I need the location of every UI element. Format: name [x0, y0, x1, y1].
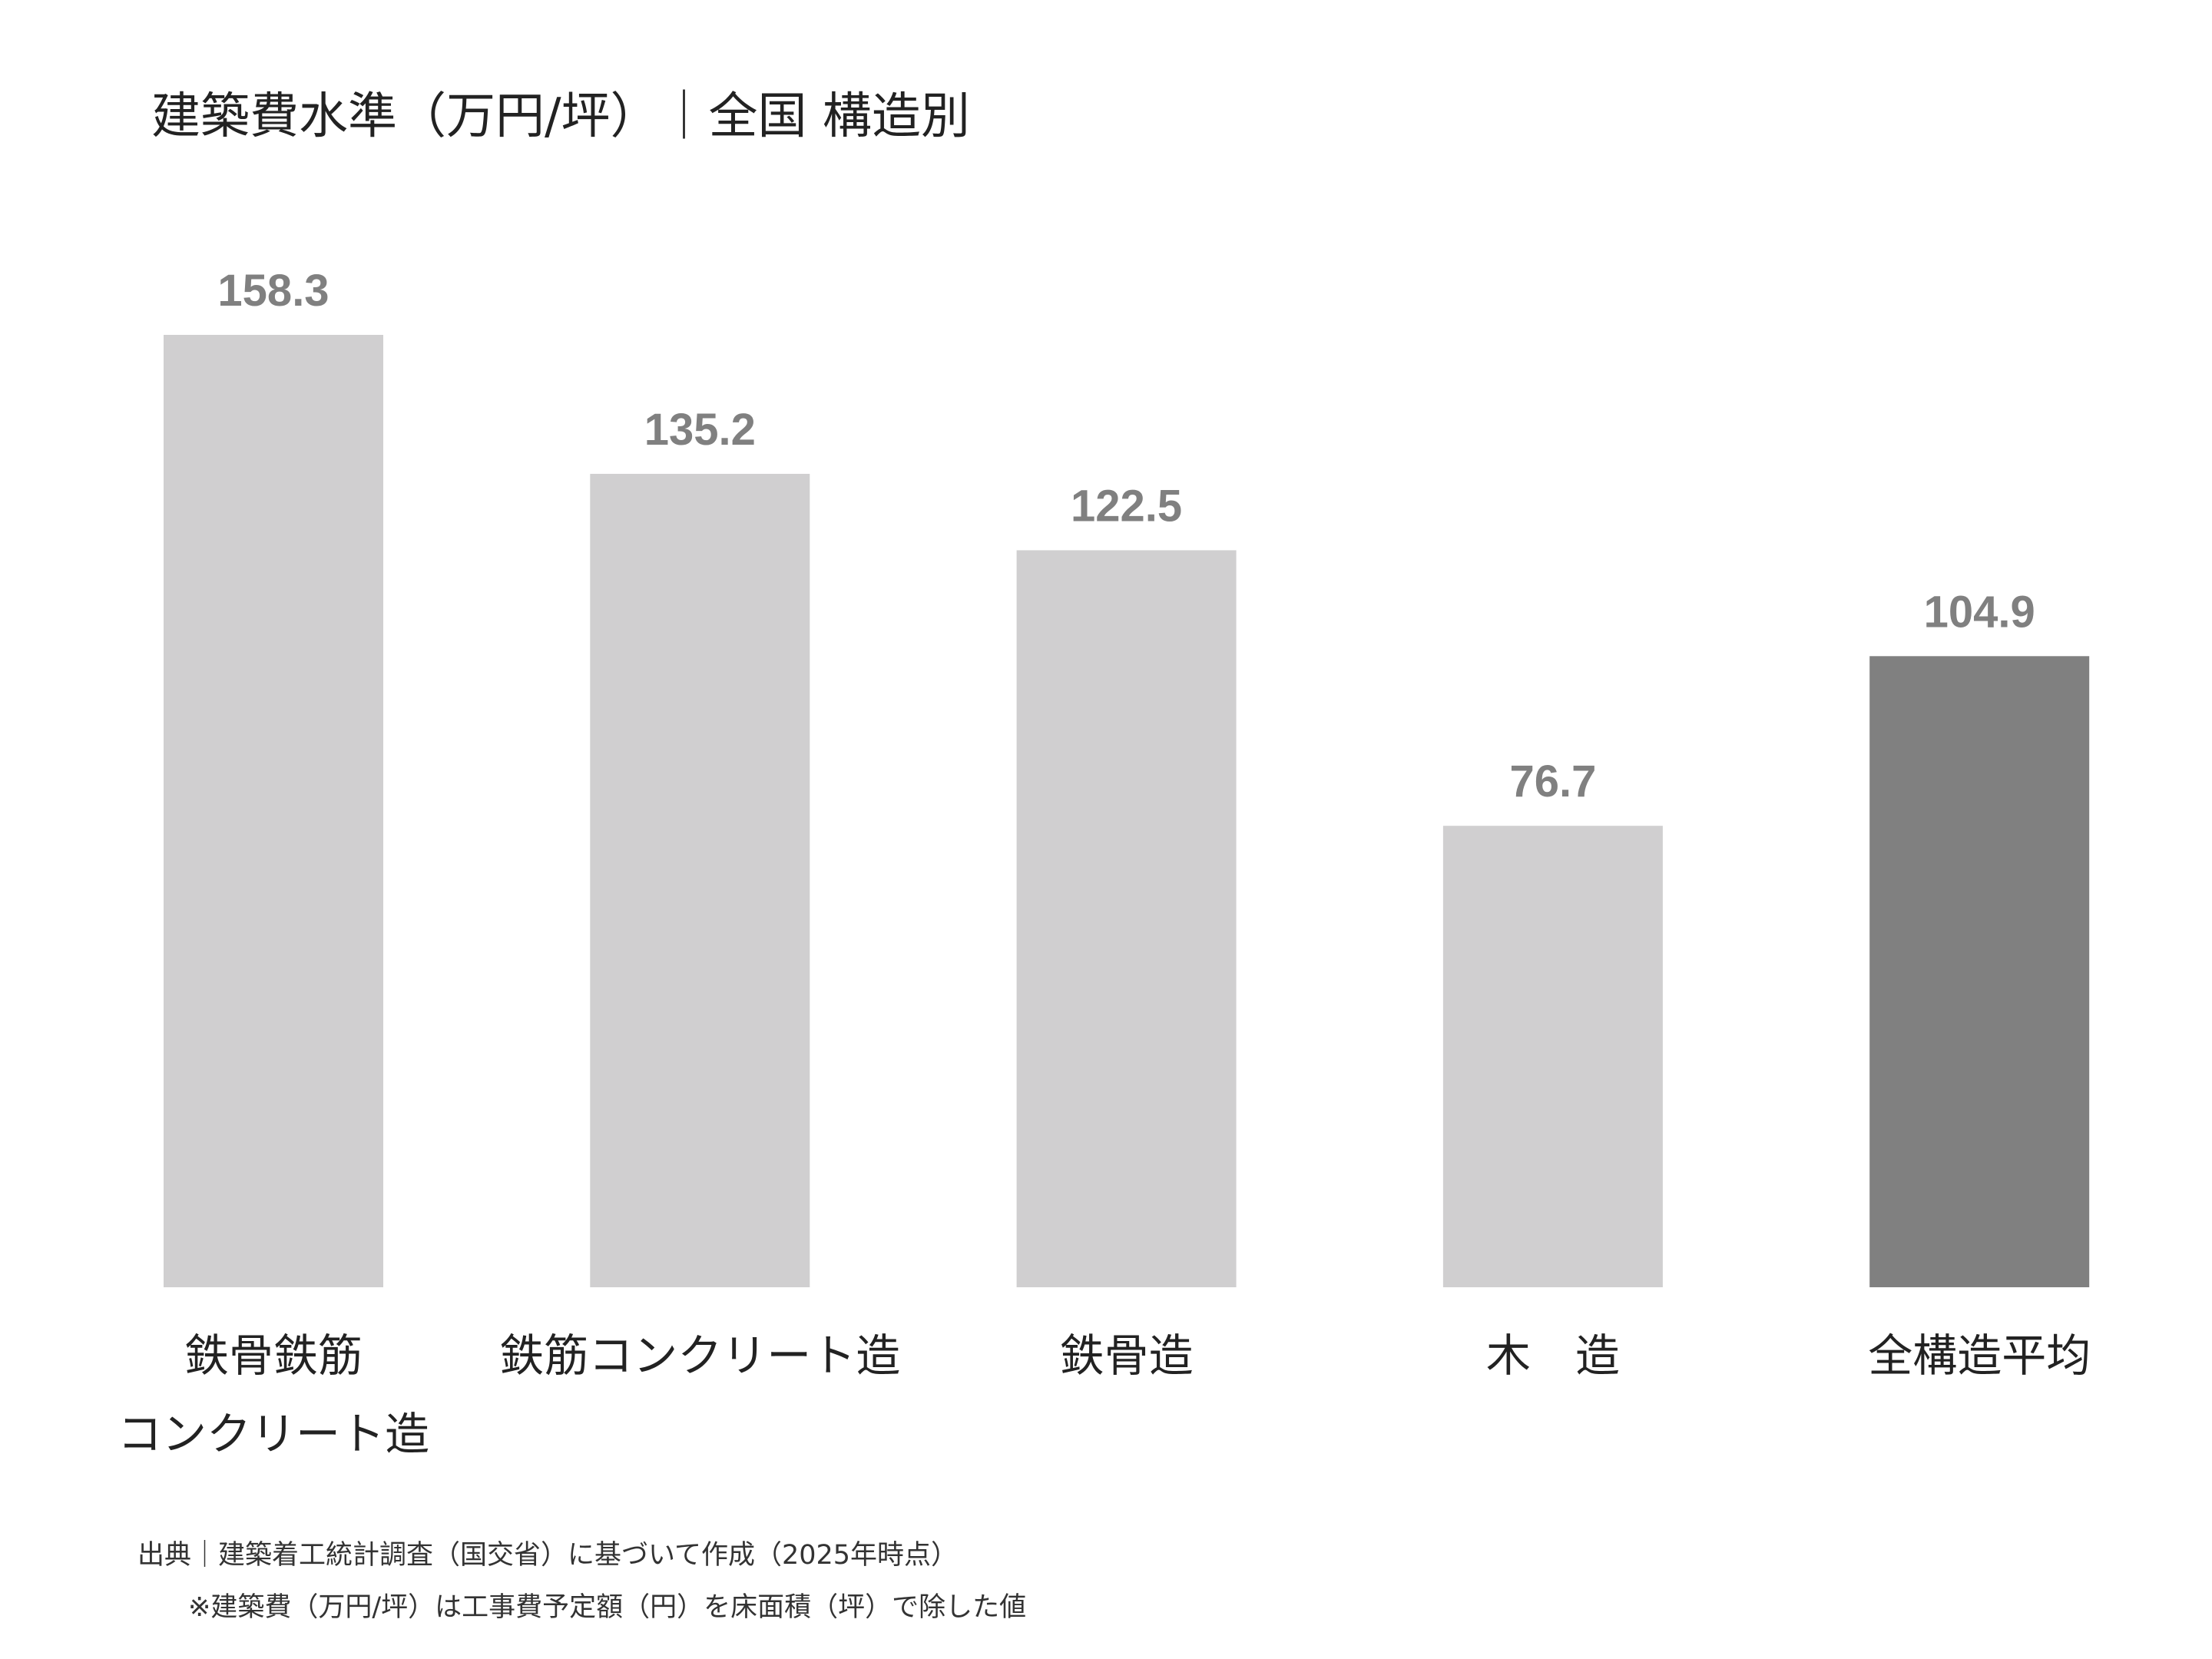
category-label: コンクリート造 — [118, 1408, 429, 1460]
bar — [1442, 826, 1663, 1287]
value-label: 76.7 — [1509, 757, 1596, 806]
bar — [1869, 656, 2090, 1287]
category-label: 鉄骨造 — [1060, 1330, 1194, 1382]
value-label: 135.2 — [644, 405, 756, 455]
value-label: 158.3 — [217, 266, 329, 316]
category-label: 鉄骨鉄筋 — [184, 1330, 363, 1382]
category-label: 鉄筋コンクリート造 — [499, 1330, 900, 1382]
bar — [1016, 550, 1237, 1287]
value-label: 104.9 — [1924, 587, 2035, 637]
bar — [164, 335, 383, 1287]
category-label: 木 造 — [1486, 1330, 1620, 1382]
category-label: 全構造平均 — [1868, 1330, 2091, 1382]
bar — [590, 473, 810, 1288]
definition-note: ※建築費（万円/坪）は工事費予定額（円）を床面積（坪）で除した値 — [188, 1592, 1027, 1623]
source-note: 出典｜建築着工統計調査（国交省）に基づいて作成（2025年時点） — [137, 1540, 959, 1571]
chart-title: 建築費水準（万円/坪）｜全国 構造別 — [151, 88, 970, 145]
value-label: 122.5 — [1071, 481, 1182, 531]
